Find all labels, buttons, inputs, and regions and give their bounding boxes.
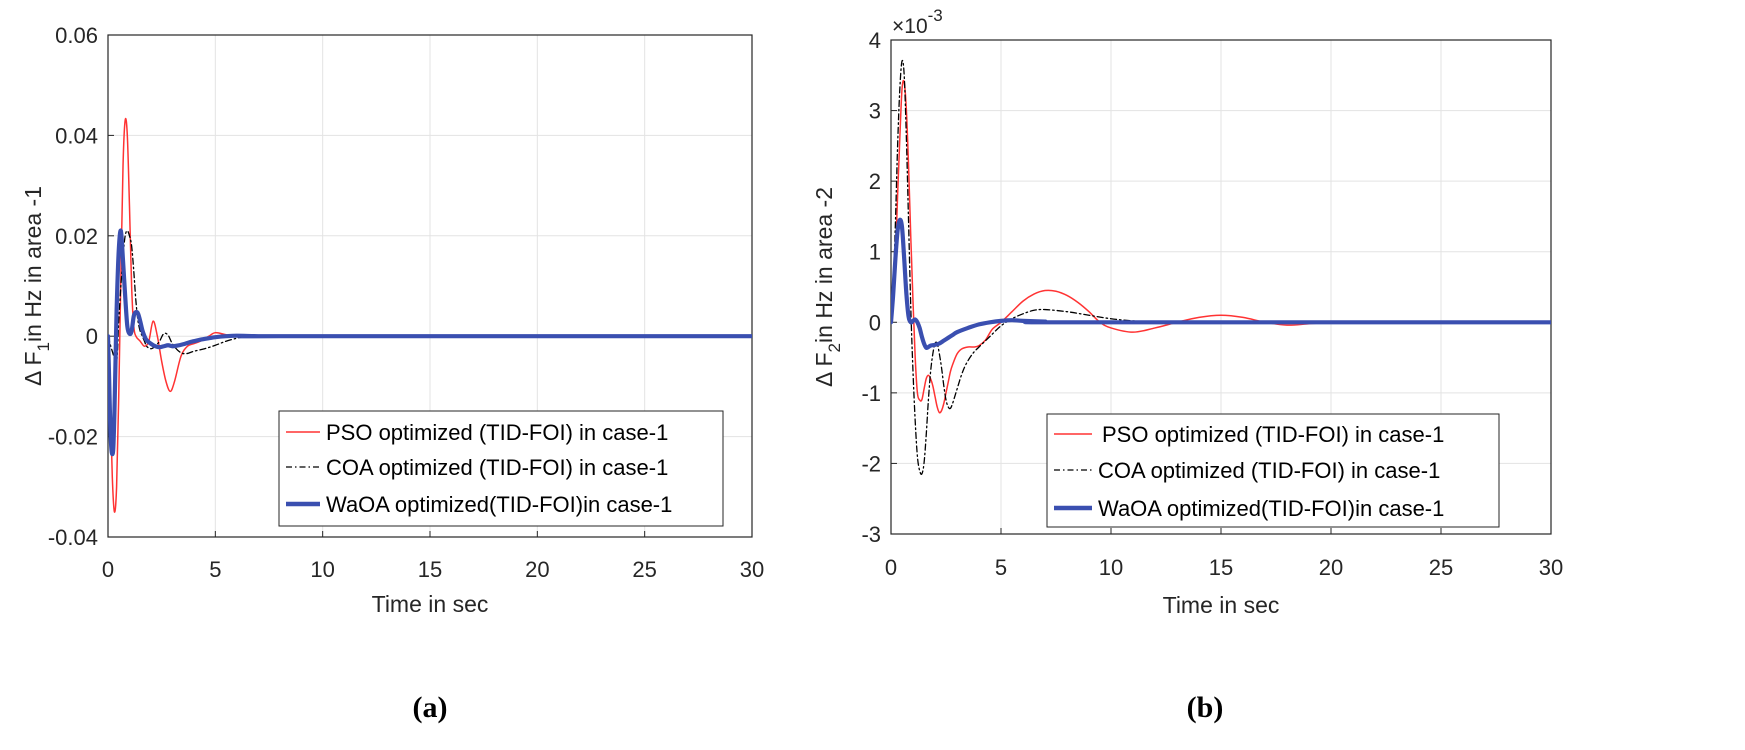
chart-a: 0 5 10 15 20 25 30 -0.04 -0.02 0 0.02 0.04 0.06 Time… bbox=[20, 23, 764, 724]
chart-a-x-tick-label-0: 0 bbox=[102, 557, 114, 582]
chart-b-series-pso-line bbox=[891, 79, 1551, 414]
chart-b-legend: PSO optimized (TID-FOI) in case-1 COA op… bbox=[1046, 413, 1500, 528]
chart-a-y-tick-label-0: -0.04 bbox=[48, 525, 98, 550]
chart-b-panel-label: (b) bbox=[1187, 691, 1224, 724]
chart-a-x-tick-label-6: 30 bbox=[740, 557, 764, 582]
chart-b-y-label-suffix: in Hz in area -2 bbox=[811, 187, 837, 343]
chart-b-x-tick-label-1: 5 bbox=[995, 555, 1007, 580]
chart-a-ticks: 0 5 10 15 20 25 30 -0.04 -0.02 0 0.02 0.04 0.06 bbox=[48, 23, 764, 582]
chart-b-y-tick-label-7: 4 bbox=[869, 28, 881, 53]
chart-a-y-tick-label-1: -0.02 bbox=[48, 425, 98, 450]
chart-b-y-tick-label-6: 3 bbox=[869, 99, 881, 124]
chart-b-series-coa-line bbox=[891, 59, 1551, 476]
chart-b-x-tick-label-3: 15 bbox=[1209, 555, 1233, 580]
chart-a-x-tick-label-5: 25 bbox=[632, 557, 656, 582]
chart-a-series bbox=[108, 117, 752, 513]
chart-b-legend-box bbox=[1046, 413, 1500, 528]
chart-a-x-tick-label-2: 10 bbox=[310, 557, 334, 582]
chart-a-x-tick-label-1: 5 bbox=[209, 557, 221, 582]
chart-a-y-tick-label-5: 0.06 bbox=[55, 23, 98, 48]
chart-a-y-tick-label-3: 0.02 bbox=[55, 224, 98, 249]
chart-b-series bbox=[891, 59, 1551, 476]
chart-a-legend: PSO optimized (TID-FOI) in case-1 COA op… bbox=[278, 410, 724, 527]
chart-b-series-waoa-line bbox=[891, 217, 1551, 350]
chart-a-series-coa-line bbox=[108, 230, 752, 364]
chart-b-exponent-base: ×10 bbox=[892, 15, 928, 38]
chart-a-y-axis-label: Δ F1in Hz in area -1 bbox=[20, 186, 53, 386]
chart-a-panel-label: (a) bbox=[413, 691, 448, 724]
chart-a-legend-box bbox=[278, 410, 724, 527]
chart-b-y-axis-label: Δ F2in Hz in area -2 bbox=[811, 187, 844, 387]
chart-b-x-axis-label: Time in sec bbox=[1163, 592, 1280, 618]
chart-a-x-axis-label: Time in sec bbox=[372, 591, 489, 617]
chart-b-legend-label-pso: PSO optimized (TID-FOI) in case-1 bbox=[1102, 422, 1444, 447]
chart-a-series-waoa-line bbox=[108, 228, 752, 457]
chart-b-y-tick-label-3: 0 bbox=[869, 310, 881, 335]
chart-b-x-tick-label-6: 30 bbox=[1539, 555, 1563, 580]
chart-b-y-tick-label-4: 1 bbox=[869, 240, 881, 265]
chart-a-y-tick-label-2: 0 bbox=[86, 324, 98, 349]
chart-b-y-tick-label-0: -3 bbox=[861, 522, 881, 547]
chart-a-x-tick-label-4: 20 bbox=[525, 557, 549, 582]
chart-a-y-label-prefix: Δ F bbox=[20, 351, 46, 386]
chart-b-exponent-label: ×10-3 bbox=[892, 6, 943, 38]
chart-b-y-tick-label-1: -2 bbox=[861, 451, 881, 476]
chart-b-x-tick-label-2: 10 bbox=[1099, 555, 1123, 580]
chart-b-y-tick-label-2: -1 bbox=[861, 381, 881, 406]
chart-a-legend-label-pso: PSO optimized (TID-FOI) in case-1 bbox=[326, 420, 668, 445]
chart-b-legend-label-coa: COA optimized (TID-FOI) in case-1 bbox=[1098, 458, 1440, 483]
chart-b-x-tick-label-4: 20 bbox=[1319, 555, 1343, 580]
chart-b-y-label-subscript: 2 bbox=[825, 343, 844, 352]
chart-b-x-tick-label-5: 25 bbox=[1429, 555, 1453, 580]
chart-b-x-tick-label-0: 0 bbox=[885, 555, 897, 580]
chart-b-y-tick-label-5: 2 bbox=[869, 169, 881, 194]
chart-b-legend-label-waoa: WaOA optimized(TID-FOI)in case-1 bbox=[1098, 496, 1444, 521]
chart-a-y-label-subscript: 1 bbox=[34, 342, 53, 351]
chart-a-y-label-suffix: in Hz in area -1 bbox=[20, 186, 46, 342]
chart-a-x-tick-label-3: 15 bbox=[418, 557, 442, 582]
chart-b-exponent-power: -3 bbox=[928, 6, 943, 25]
chart-b-y-label-prefix: Δ F bbox=[811, 352, 837, 387]
chart-a-legend-label-coa: COA optimized (TID-FOI) in case-1 bbox=[326, 455, 668, 480]
chart-b-ticks: 0 5 10 15 20 25 30 -3 -2 -1 0 1 2 3 4 bbox=[861, 28, 1563, 580]
chart-a-legend-label-waoa: WaOA optimized(TID-FOI)in case-1 bbox=[326, 492, 672, 517]
chart-a-y-tick-label-4: 0.04 bbox=[55, 123, 98, 148]
